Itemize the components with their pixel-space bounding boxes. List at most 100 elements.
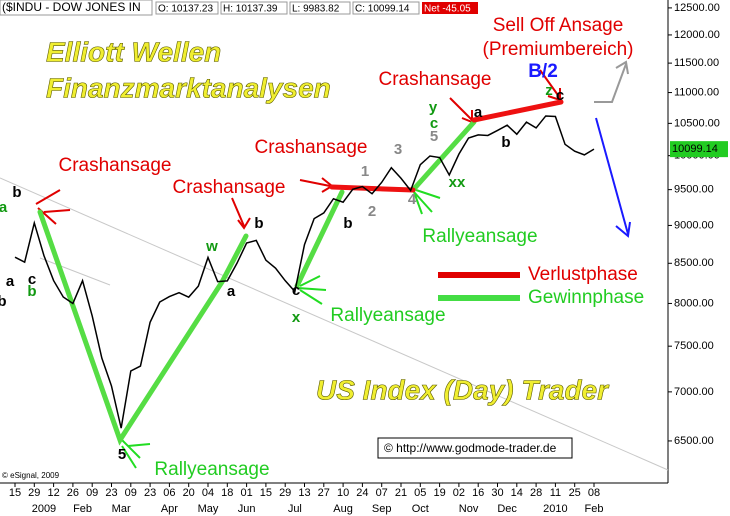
header-box [422,2,478,14]
month-label: May [198,503,219,515]
low: L: 9983.82 [292,4,340,15]
month-label: Aug [333,503,353,515]
wave-label: 1 [361,163,369,180]
x-tick-label: 12 [47,487,59,499]
header-box [0,0,153,16]
header-box [220,1,288,15]
annotation: Crashansage [172,177,285,198]
header: ($INDU - DOW JONES IN O: 10137.23 H: 101… [0,0,478,16]
wave-label: 4 [408,191,417,208]
annotation: Crashansage [378,69,491,90]
high: H: 10137.39 [223,4,278,15]
annotation: (Premiumbereich) [483,39,634,60]
x-tick-label: 13 [298,487,310,499]
wave-label: a [227,283,236,300]
close: C: 10099.14 [355,4,410,15]
y-tick-label: 8500.00 [674,257,714,269]
wave-label: b [27,283,36,300]
trend-line [37,209,249,446]
x-tick-label: 23 [144,487,156,499]
url-box [377,437,573,459]
x-tick-label: 04 [202,487,214,499]
y-tick-label: 9500.00 [674,184,714,196]
y-tick-label: 11500.00 [674,57,719,69]
wave-label: b [12,184,21,201]
x-tick-label: 30 [491,487,503,499]
x-tick-label: 19 [433,487,445,499]
wave-label: x [292,309,301,326]
x-tick-label: 28 [530,487,542,499]
wave-label: b [501,134,510,151]
url: © http://www.godmode-trader.de [384,441,557,455]
x-tick-label: 05 [414,487,426,499]
x-tick-label: 15 [9,487,21,499]
x-tick-label: 16 [472,487,484,499]
y-tick-label: 7500.00 [674,340,714,352]
annotation: Rallyeansage [422,226,537,247]
channel-line [0,177,669,471]
arrow [231,197,251,230]
x-tick-label: 11 [550,487,561,499]
x-tick-label: 27 [318,487,330,499]
x-tick-label: 10 [337,487,349,499]
legend-label: Verlustphase [528,264,638,285]
month-label: Jun [238,503,256,515]
wave-label: w [205,238,218,255]
x-tick-label: 07 [376,487,388,499]
annotation: Rallyeansage [330,305,445,326]
y-tick-label: 11000.00 [674,86,719,98]
x-tick-label: 06 [163,487,175,499]
last-value: 10099.14 [672,143,718,155]
x-tick-label: 09 [125,487,137,499]
x-tick-label: 24 [356,487,368,499]
arrow [297,275,327,305]
annotation: Sell Off Ansage [493,15,624,36]
wave-label: xx [449,174,466,191]
x-tick-label: 25 [569,487,581,499]
wave-label: a [0,199,8,216]
open: O: 10137.23 [158,4,213,15]
legend-label: Gewinnphase [528,287,644,308]
arrow [595,117,631,238]
wave-label: 5 [118,446,126,463]
y-tick-label: 12000.00 [674,29,720,41]
annotation: Crashansage [254,137,367,158]
wave-label: 5 [430,128,438,145]
trend-line [329,184,416,193]
x-tick-label: 18 [221,487,233,499]
x-tick-label: 20 [183,487,195,499]
month-label: Oct [412,503,429,515]
wave-label: c [28,271,36,288]
wave-label: b [254,215,263,232]
y-tick-label: 7000.00 [674,386,714,398]
last-value-box [670,141,728,158]
wave-label: z [545,82,553,99]
header-box [352,1,420,15]
annotation: B/2 [528,61,558,82]
y-tick-label: 8000.00 [674,297,714,309]
wave-label: c [556,87,564,104]
brand-text: Finanzmarktanalysen [46,72,331,103]
arrow [121,439,151,469]
wave-label: c [430,115,438,132]
x-tick-label: 14 [511,487,523,499]
month-label: 2010 [543,503,567,515]
annotation: Crashansage [58,155,171,176]
wave-label: c [292,282,300,299]
month-label: Sep [372,503,392,515]
wave-label: 3 [394,141,402,158]
x-tick-label: 02 [453,487,465,499]
wave-label: b [343,215,352,232]
month-label: Feb [73,503,92,515]
month-label: Apr [161,503,178,515]
x-tick-label: 01 [240,487,252,499]
month-label: Dec [497,503,517,515]
wave-label: a [6,273,15,290]
month-label: 2009 [32,503,56,515]
arrow [594,60,629,103]
trend-line [294,189,345,289]
brand-text: US Index (Day) Trader [316,374,610,405]
price-line [14,115,595,429]
copyright: © eSignal, 2009 [2,471,60,480]
y-tick-label: 12500.00 [674,2,720,14]
